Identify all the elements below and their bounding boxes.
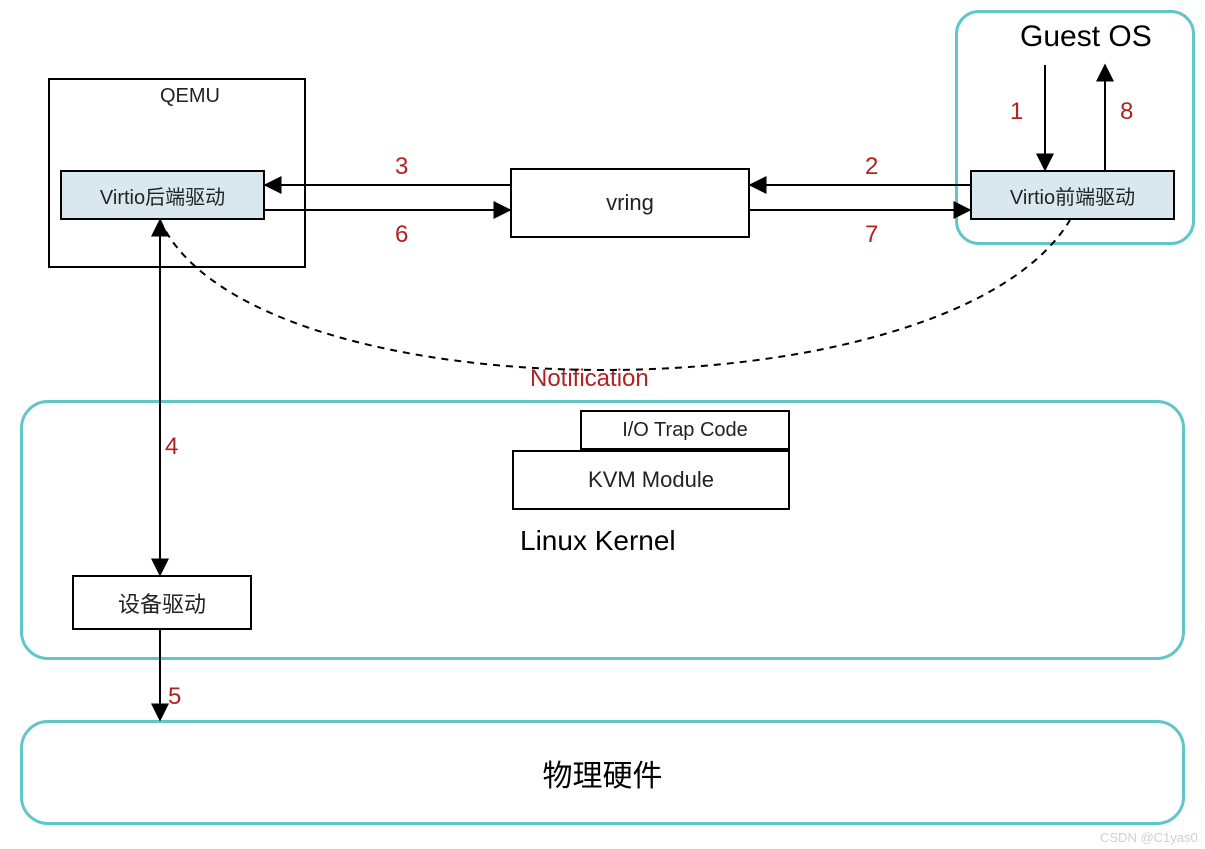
guest-os-label: Guest OS [1020, 20, 1152, 54]
notification-label: Notification [530, 365, 649, 393]
step-label-3: 3 [395, 153, 408, 180]
hardware-container: 物理硬件 [20, 720, 1185, 825]
io-trap-label: I/O Trap Code [622, 419, 748, 442]
kvm-module-label: KVM Module [588, 467, 714, 493]
device-driver-box: 设备驱动 [72, 575, 252, 630]
vring-label: vring [606, 190, 654, 216]
virtio-frontend-box: Virtio前端驱动 [970, 170, 1175, 220]
hardware-label: 物理硬件 [543, 751, 663, 795]
step-label-5: 5 [168, 683, 181, 710]
io-trap-box: I/O Trap Code [580, 410, 790, 450]
qemu-label: QEMU [160, 85, 220, 108]
step-label-6: 6 [395, 221, 408, 248]
linux-kernel-label: Linux Kernel [520, 525, 676, 557]
kvm-module-box: KVM Module [512, 450, 790, 510]
watermark: CSDN @C1yas0 [1100, 830, 1198, 845]
step-label-7: 7 [865, 221, 878, 248]
virtio-backend-label: Virtio后端驱动 [100, 181, 225, 210]
virtio-backend-box: Virtio后端驱动 [60, 170, 265, 220]
vring-box: vring [510, 168, 750, 238]
virtio-frontend-label: Virtio前端驱动 [1010, 181, 1135, 210]
step-label-2: 2 [865, 153, 878, 180]
device-driver-label: 设备驱动 [118, 587, 206, 619]
